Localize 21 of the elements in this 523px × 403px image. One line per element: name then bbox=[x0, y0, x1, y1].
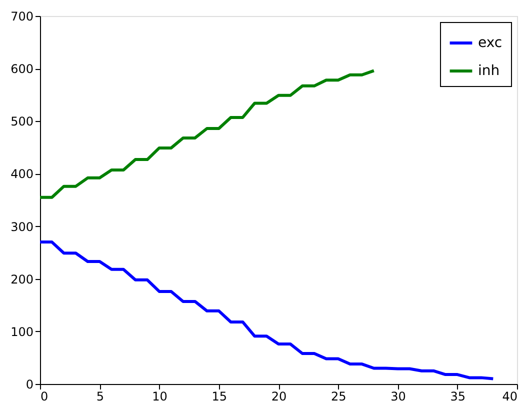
x-tick-label: 20 bbox=[271, 390, 287, 403]
x-tick-label: 15 bbox=[212, 390, 228, 403]
x-tick-label: 10 bbox=[152, 390, 168, 403]
y-tick-label: 400 bbox=[10, 167, 34, 182]
y-tick-label: 100 bbox=[10, 324, 34, 339]
x-tick-label: 0 bbox=[40, 390, 48, 403]
y-tick-label: 700 bbox=[10, 10, 34, 24]
legend-label: inh bbox=[478, 63, 500, 79]
line-series bbox=[38, 69, 376, 199]
legend-label: exc bbox=[478, 35, 502, 51]
x-tick-label: 35 bbox=[450, 390, 466, 403]
y-tick-label: 300 bbox=[10, 220, 34, 234]
x-tick-label: 5 bbox=[96, 390, 104, 403]
x-tick-label: 30 bbox=[390, 390, 406, 403]
x-tick-label: 25 bbox=[330, 390, 346, 403]
y-tick-label: 600 bbox=[10, 62, 34, 76]
y-tick-label: 0 bbox=[26, 378, 34, 392]
line-series bbox=[38, 240, 495, 380]
y-tick-label: 200 bbox=[10, 272, 34, 286]
y-tick-label: 500 bbox=[10, 114, 34, 129]
x-tick-label: 40 bbox=[502, 390, 518, 403]
